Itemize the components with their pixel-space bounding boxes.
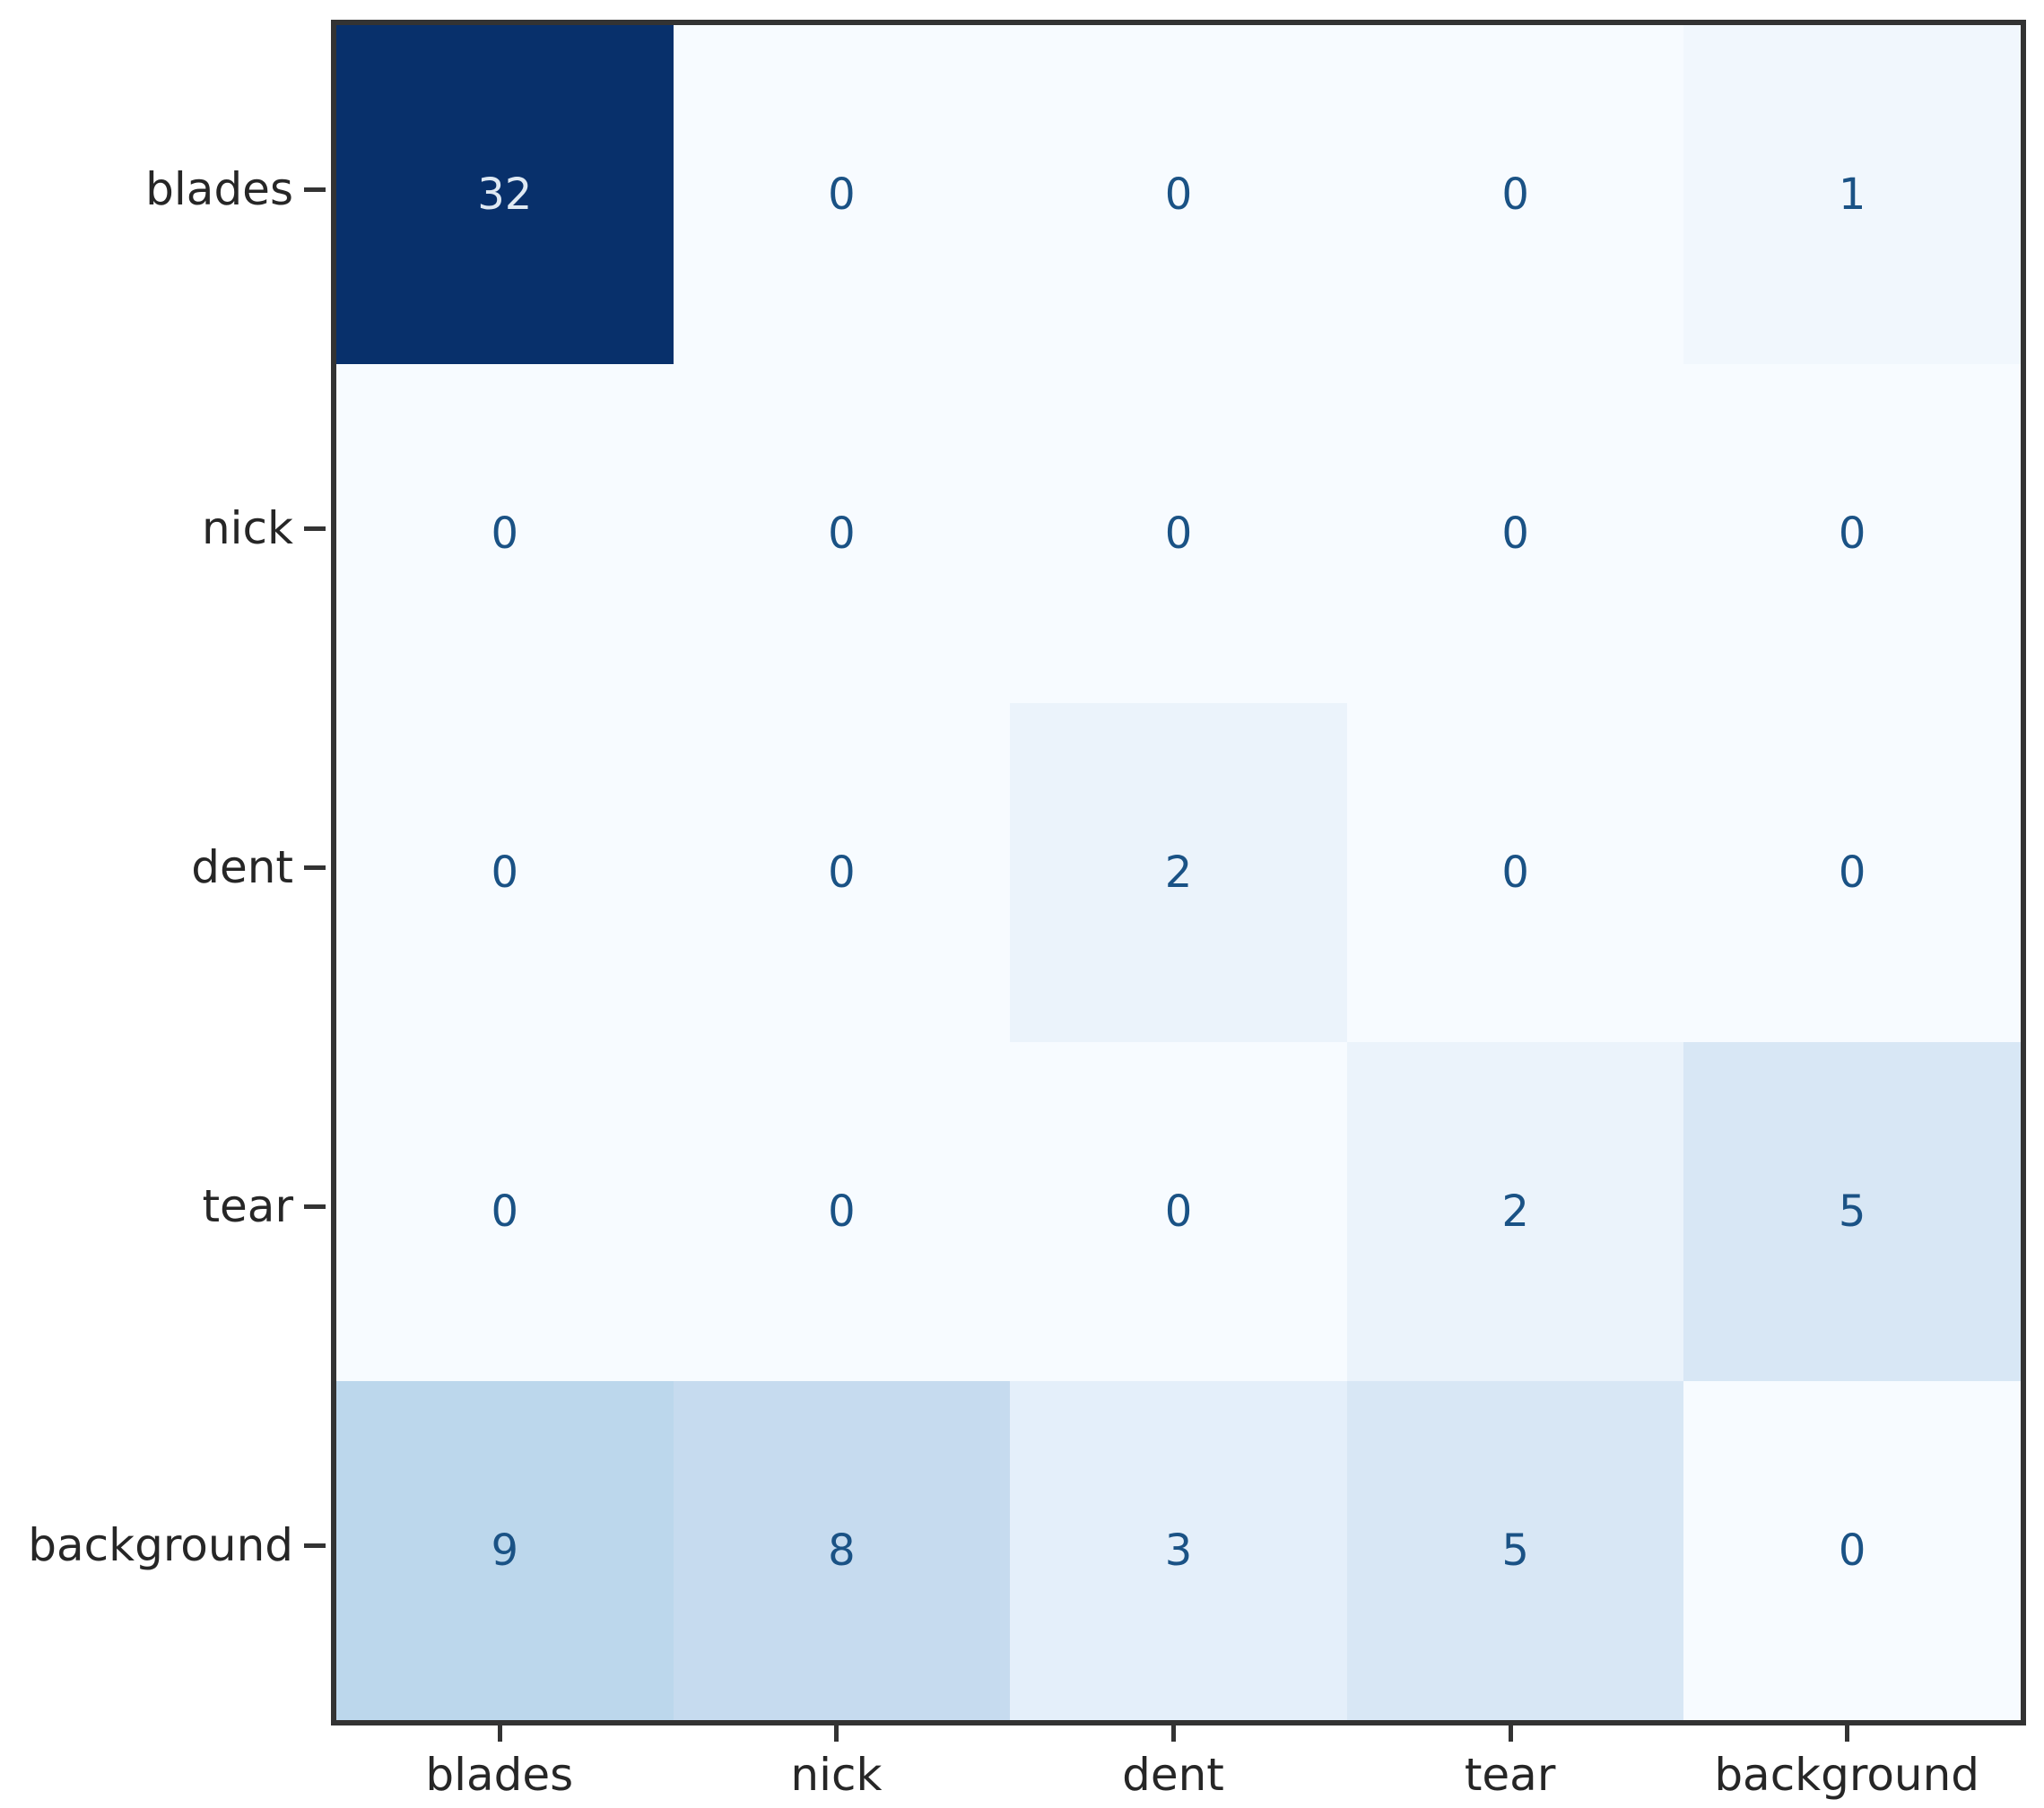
heatmap-cell-tear-dent: 0 <box>1010 1042 1347 1381</box>
x-tick-mark <box>1845 1720 1850 1742</box>
cell-value: 0 <box>828 1186 856 1237</box>
cell-value: 1 <box>1838 170 1866 220</box>
cell-value: 2 <box>1501 1186 1529 1237</box>
cell-value: 0 <box>828 508 856 559</box>
cell-value: 0 <box>1164 508 1193 559</box>
heatmap-cell-blades-nick: 0 <box>673 25 1011 364</box>
heatmap-cell-dent-blades: 0 <box>336 703 674 1042</box>
x-tick-mark <box>1171 1720 1176 1742</box>
x-tick-mark <box>497 1720 502 1742</box>
y-tick-label-dent: dent <box>191 841 293 893</box>
cell-value: 0 <box>491 848 519 898</box>
cell-value: 5 <box>1838 1186 1866 1237</box>
x-tick-label-background: background <box>1714 1749 1980 1801</box>
heatmap-cell-dent-tear: 0 <box>1346 703 1684 1042</box>
heatmap-cell-nick-nick: 0 <box>673 364 1011 703</box>
cell-value: 0 <box>491 1186 519 1237</box>
heatmap-cell-background-dent: 3 <box>1010 1381 1347 1720</box>
heatmap-cell-blades-dent: 0 <box>1010 25 1347 364</box>
cell-value: 0 <box>1501 848 1529 898</box>
heatmap-cell-tear-nick: 0 <box>673 1042 1011 1381</box>
heatmap-cell-background-tear: 5 <box>1346 1381 1684 1720</box>
y-tick-mark <box>304 1543 326 1548</box>
heatmap-cell-background-background: 0 <box>1683 1381 2021 1720</box>
heatmap-cell-tear-blades: 0 <box>336 1042 674 1381</box>
cell-value: 3 <box>1164 1526 1193 1576</box>
y-tick-label-background: background <box>28 1519 293 1571</box>
heatmap-cell-dent-dent: 2 <box>1010 703 1347 1042</box>
cell-value: 0 <box>828 170 856 220</box>
cell-value: 0 <box>1164 170 1193 220</box>
y-tick-mark <box>304 1204 326 1209</box>
y-tick-mark <box>304 865 326 870</box>
heatmap-cell-nick-background: 0 <box>1683 364 2021 703</box>
y-tick-mark <box>304 526 326 531</box>
heatmap-cell-tear-background: 5 <box>1683 1042 2021 1381</box>
cell-value: 8 <box>828 1526 856 1576</box>
x-tick-label-blades: blades <box>425 1749 574 1801</box>
heatmap-cell-tear-tear: 2 <box>1346 1042 1684 1381</box>
heatmap-cell-dent-nick: 0 <box>673 703 1011 1042</box>
cell-value: 0 <box>1501 508 1529 559</box>
cell-value: 0 <box>828 848 856 898</box>
cell-value: 0 <box>1838 1526 1866 1576</box>
x-tick-label-dent: dent <box>1122 1749 1224 1801</box>
heatmap-cell-blades-blades: 32 <box>336 25 674 364</box>
cell-value: 0 <box>1164 1186 1193 1237</box>
cell-value: 0 <box>1501 170 1529 220</box>
x-tick-mark <box>1508 1720 1513 1742</box>
heatmap-cell-nick-dent: 0 <box>1010 364 1347 703</box>
y-tick-mark <box>304 187 326 192</box>
x-tick-label-tear: tear <box>1464 1749 1556 1801</box>
heatmap-cell-blades-tear: 0 <box>1346 25 1684 364</box>
heatmap-cell-nick-tear: 0 <box>1346 364 1684 703</box>
cell-value: 2 <box>1164 848 1193 898</box>
cell-value: 9 <box>491 1526 519 1576</box>
cell-value: 32 <box>477 170 533 220</box>
x-tick-mark <box>834 1720 839 1742</box>
heatmap-grid: 32 0 0 0 1 0 0 0 0 0 0 0 2 0 0 0 0 0 2 5 9 8 3 5 0 <box>331 20 2026 1725</box>
x-tick-label-nick: nick <box>790 1749 883 1801</box>
cell-value: 5 <box>1501 1526 1529 1576</box>
cell-value: 0 <box>491 508 519 559</box>
cell-value: 0 <box>1838 508 1866 559</box>
heatmap-cell-background-nick: 8 <box>673 1381 1011 1720</box>
heatmap-cell-blades-background: 1 <box>1683 25 2021 364</box>
y-tick-label-nick: nick <box>201 502 293 554</box>
heatmap-cell-nick-blades: 0 <box>336 364 674 703</box>
y-tick-label-tear: tear <box>202 1180 293 1232</box>
heatmap-cell-background-blades: 9 <box>336 1381 674 1720</box>
heatmap-cell-dent-background: 0 <box>1683 703 2021 1042</box>
y-tick-label-blades: blades <box>145 163 293 215</box>
cell-value: 0 <box>1838 848 1866 898</box>
